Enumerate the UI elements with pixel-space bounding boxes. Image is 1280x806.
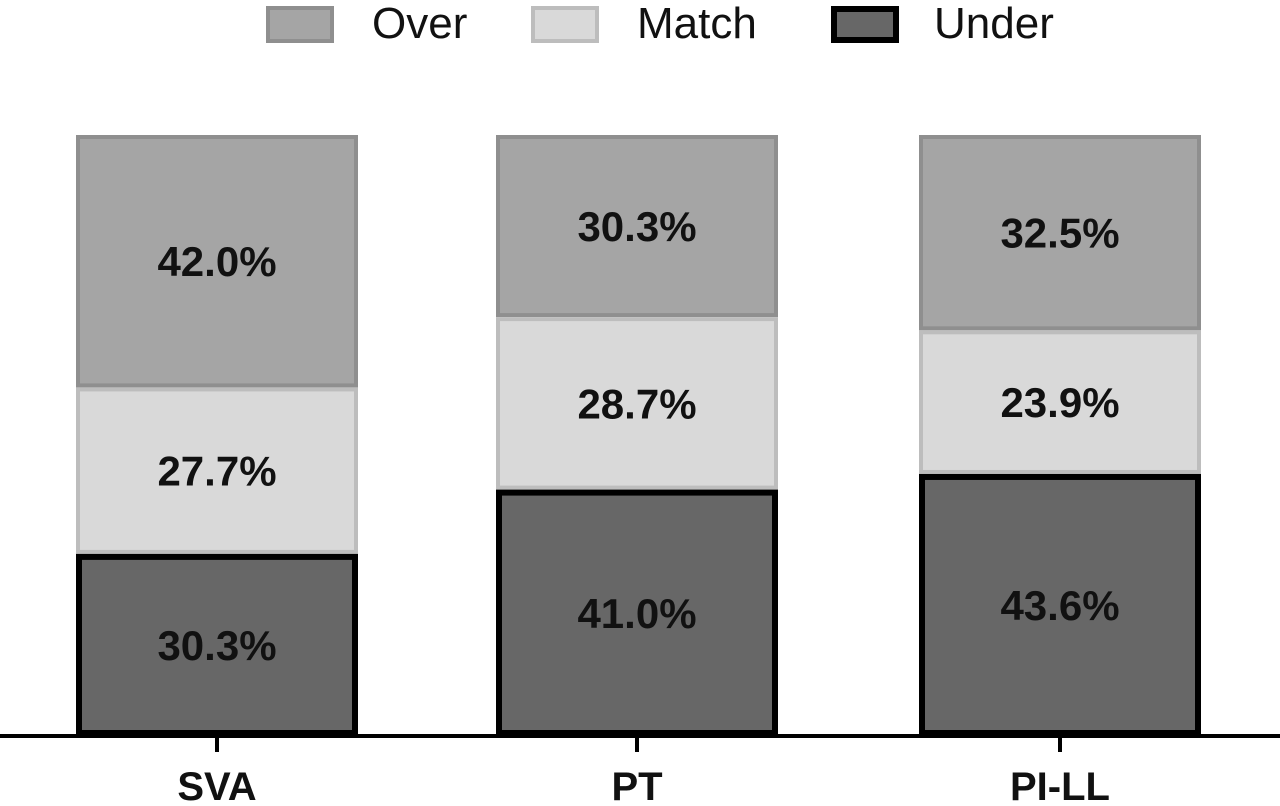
bar-segment-pi-ll-under [919, 473, 1201, 736]
legend-label-match: Match [637, 0, 757, 48]
bar-segment-pi-ll-over [919, 135, 1201, 331]
bar-stack-pt: 41.0% 28.7% 30.3% [496, 135, 778, 736]
data-label-pi-ll-match: 23.9% [1000, 379, 1119, 426]
legend-swatch-match [531, 6, 599, 43]
bar-segment-pt-match [496, 317, 778, 490]
bar-stacks: 30.3% 27.7% 42.0% 41.0% 28.7% 30.3% 43.6% 23.9%… [76, 135, 1201, 736]
data-label-pi-ll-over: 32.5% [1000, 210, 1119, 257]
legend-swatch-over [266, 6, 334, 43]
data-label-pi-ll-under: 43.6% [1000, 582, 1119, 629]
legend-item-under: Under [831, 0, 1054, 48]
legend-label-over: Over [372, 0, 467, 48]
bar-segment-sva-under [76, 553, 358, 736]
bar-segment-pt-over [496, 135, 778, 318]
x-tick-label-sva: SVA [177, 765, 256, 806]
bar-segment-pi-ll-match [919, 330, 1201, 474]
x-tick-label-pi-ll: PI-LL [1010, 765, 1110, 806]
legend-label-under: Under [934, 0, 1054, 48]
bar-stack-pi-ll: 43.6% 23.9% 32.5% [919, 135, 1201, 736]
bar-segment-sva-match [76, 387, 358, 554]
data-label-sva-over: 42.0% [157, 238, 276, 285]
data-label-pt-match: 28.7% [577, 380, 696, 427]
legend-item-match: Match [531, 0, 757, 48]
legend-swatch-under [831, 6, 899, 43]
data-label-sva-match: 27.7% [157, 448, 276, 495]
chart-legend: Over Match Under [266, 0, 1054, 48]
x-axis: SVA PT PI-LL [0, 734, 1280, 806]
x-tick-label-pt: PT [611, 765, 662, 806]
bar-segment-sva-over [76, 135, 358, 388]
data-label-pt-under: 41.0% [577, 590, 696, 637]
legend-item-over: Over [266, 0, 467, 48]
data-label-pt-over: 30.3% [577, 203, 696, 250]
bar-segment-pt-under [496, 489, 778, 736]
bar-stack-sva: 30.3% 27.7% 42.0% [76, 135, 358, 736]
data-label-sva-under: 30.3% [157, 622, 276, 669]
